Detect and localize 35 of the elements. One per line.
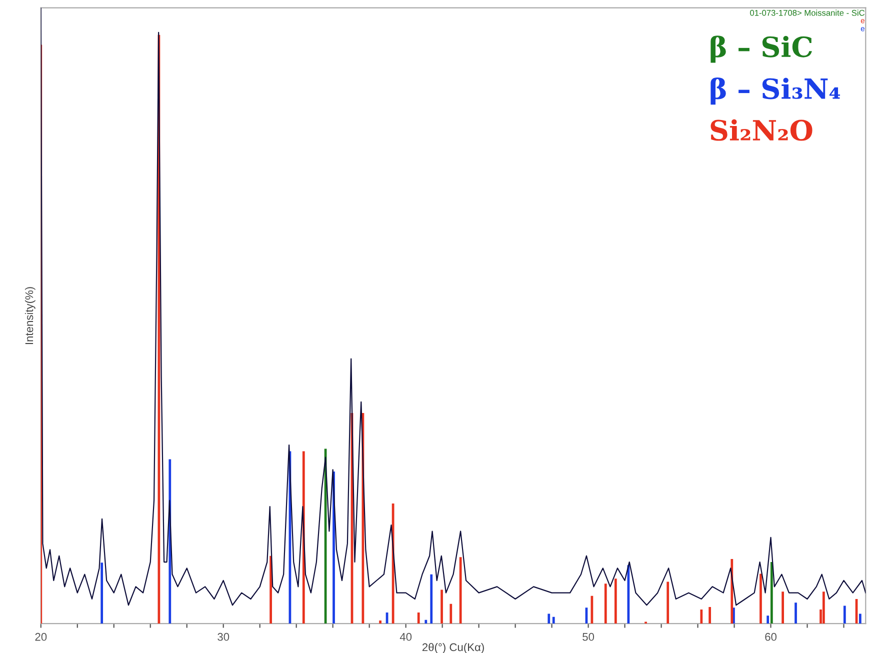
text: Si₂N₂O [710, 119, 812, 141]
bar [417, 612, 420, 624]
bar [450, 604, 452, 624]
bar [760, 574, 762, 624]
bar [770, 562, 773, 624]
text: β – Si₃N₄ [710, 77, 840, 105]
text: β – SiC [710, 36, 812, 63]
bar [552, 616, 555, 624]
x-tick-label: 50 [582, 632, 594, 641]
bar [548, 614, 550, 624]
x-tick-label: 60 [765, 632, 777, 641]
x-tick-label: 40 [400, 632, 412, 641]
annotation: 01-073-1708> Moissanite - SiC [750, 10, 865, 16]
bar [379, 620, 382, 624]
bar [822, 592, 825, 624]
bar [270, 556, 272, 624]
bar [666, 582, 670, 624]
bar [100, 562, 104, 624]
bar [858, 614, 862, 624]
bar [794, 602, 797, 624]
x-tick-label: 30 [218, 632, 230, 641]
y-axis-title: Intensity(%) [24, 287, 36, 344]
bar [424, 620, 428, 624]
bar [614, 578, 617, 624]
bar [766, 616, 770, 624]
x-axis-title: 2θ(°) Cu(Kα) [422, 643, 484, 653]
bar [604, 584, 607, 624]
bar [843, 606, 846, 624]
bar [440, 590, 443, 624]
bar [430, 574, 433, 624]
bar [708, 606, 712, 624]
bar [459, 557, 462, 624]
bar [700, 609, 703, 624]
x-tick-label: 20 [35, 632, 47, 641]
bar [782, 592, 784, 624]
